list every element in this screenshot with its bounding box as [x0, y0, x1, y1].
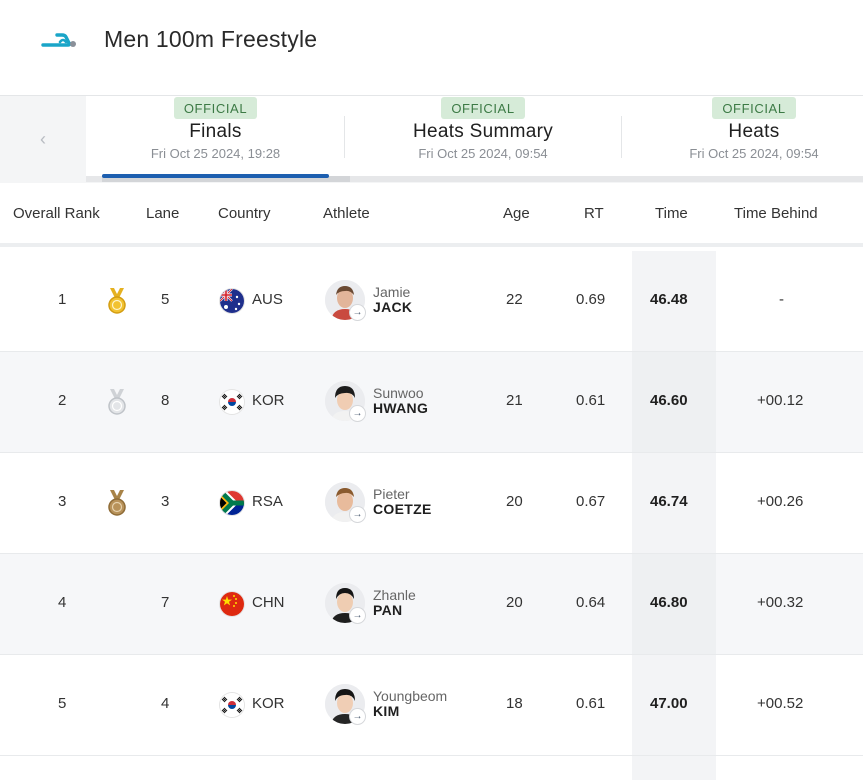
time-value: 47.00 — [650, 695, 688, 712]
tab-scrollbar-track — [86, 176, 863, 182]
tab-heats-summary[interactable]: OFFICIAL Heats Summary Fri Oct 25 2024, … — [345, 96, 621, 176]
column-header-rank[interactable]: Overall Rank — [13, 205, 100, 222]
rank-value: 3 — [58, 493, 67, 510]
lane-value: 4 — [161, 695, 170, 712]
time-behind-value: +00.32 — [757, 594, 804, 611]
time-behind-value: +00.26 — [757, 493, 804, 510]
tab-date: Fri Oct 25 2024, 19:28 — [150, 146, 281, 161]
status-badge: OFFICIAL — [712, 97, 796, 119]
country-code: CHN — [252, 594, 285, 611]
tab-divider — [621, 116, 622, 158]
athlete-last-name[interactable]: HWANG — [373, 400, 429, 416]
time-behind-value: - — [779, 291, 784, 308]
lane-value: 8 — [161, 392, 170, 409]
athlete-first-name[interactable]: Pieter — [373, 486, 410, 502]
aus-flag-icon — [220, 289, 244, 313]
athlete-first-name[interactable]: Zhanle — [373, 587, 416, 603]
time-column-highlight — [632, 251, 716, 780]
arrow-right-icon[interactable]: → — [350, 608, 365, 623]
age-value: 22 — [506, 291, 523, 308]
athlete-first-name[interactable]: Youngbeom — [373, 688, 448, 704]
column-header-athlete[interactable]: Athlete — [323, 205, 370, 222]
tab-strip: OFFICIAL Finals Fri Oct 25 2024, 19:28 O… — [86, 96, 863, 182]
swimmer-logo-icon — [41, 33, 76, 47]
tab-label: Heats — [728, 121, 780, 142]
country-code: KOR — [252, 392, 285, 409]
avatar[interactable] — [325, 381, 365, 421]
column-header-time[interactable]: Time — [655, 205, 688, 222]
table-row[interactable]: 2 8 KOR → Sunwoo HWANG 21 0.61 46.60 +00… — [0, 352, 863, 453]
gold-medal-icon — [108, 288, 126, 314]
time-value: 46.80 — [650, 594, 688, 611]
age-value: 20 — [506, 594, 523, 611]
arrow-right-icon[interactable]: → — [350, 305, 365, 320]
tab-divider — [344, 116, 345, 158]
athlete-last-name[interactable]: KIM — [373, 703, 400, 719]
reaction-time-value: 0.67 — [576, 493, 606, 510]
arrow-right-icon[interactable]: → — [350, 406, 365, 421]
time-behind-value: +00.12 — [757, 392, 804, 409]
reaction-time-value: 0.61 — [576, 695, 606, 712]
kor-flag-icon — [220, 693, 244, 717]
lane-value: 5 — [161, 291, 170, 308]
column-header-time-behind[interactable]: Time Behind — [734, 205, 818, 222]
time-behind-value: +00.52 — [757, 695, 804, 712]
reaction-time-value: 0.69 — [576, 291, 606, 308]
status-badge: OFFICIAL — [173, 97, 258, 119]
time-value: 46.60 — [650, 392, 688, 409]
table-row[interactable]: 1 5 AUS → Jamie JACK 22 0.69 46.48 - — [0, 251, 863, 352]
chn-flag-icon — [220, 592, 244, 616]
reaction-time-value: 0.64 — [576, 594, 606, 611]
tab-heats[interactable]: OFFICIAL Heats Fri Oct 25 2024, 09:54 — [622, 96, 863, 176]
athlete-last-name[interactable]: PAN — [373, 602, 403, 618]
country-code: RSA — [252, 493, 283, 510]
chevron-left-icon[interactable]: ‹ — [40, 128, 46, 149]
country-code: AUS — [252, 291, 283, 308]
rank-value: 1 — [58, 291, 67, 308]
column-header-country[interactable]: Country — [218, 205, 271, 222]
event-tabs: ‹ OFFICIAL Finals Fri Oct 25 2024, 19:28… — [0, 95, 863, 183]
tab-date: Fri Oct 25 2024, 09:54 — [689, 146, 819, 161]
tab-label: Finals — [189, 121, 242, 142]
kor-flag-icon — [220, 390, 244, 414]
age-value: 20 — [506, 493, 523, 510]
athlete-last-name[interactable]: COETZE — [373, 501, 432, 517]
age-value: 18 — [506, 695, 523, 712]
reaction-time-value: 0.61 — [576, 392, 606, 409]
athlete-first-name[interactable]: Jamie — [373, 284, 411, 300]
lane-value: 7 — [161, 594, 170, 611]
page-title: Men 100m Freestyle — [104, 26, 318, 52]
silver-medal-icon — [108, 389, 126, 415]
arrow-right-icon[interactable]: → — [350, 507, 365, 522]
arrow-right-icon[interactable]: → — [350, 709, 365, 724]
tab-finals[interactable]: OFFICIAL Finals Fri Oct 25 2024, 19:28 — [102, 96, 329, 176]
table-row[interactable]: 4 7 CHN → Zhanle PAN 20 0.64 46.80 +00.3… — [0, 554, 863, 655]
column-header-rt[interactable]: RT — [584, 205, 604, 222]
tab-date: Fri Oct 25 2024, 09:54 — [418, 146, 548, 161]
rank-value: 4 — [58, 594, 67, 611]
active-tab-indicator — [102, 174, 329, 178]
lane-value: 3 — [161, 493, 170, 510]
table-row[interactable]: 3 3 RSA → Pieter COETZE 20 0.67 46.74 +0… — [0, 453, 863, 554]
status-badge: OFFICIAL — [441, 97, 525, 119]
country-code: KOR — [252, 695, 285, 712]
time-value: 46.74 — [650, 493, 688, 510]
rank-value: 5 — [58, 695, 67, 712]
athlete-first-name[interactable]: Sunwoo — [373, 385, 424, 401]
column-header-lane[interactable]: Lane — [146, 205, 180, 222]
rsa-flag-icon — [220, 491, 244, 515]
tab-label: Heats Summary — [412, 121, 554, 142]
rank-value: 2 — [58, 392, 67, 409]
age-value: 21 — [506, 392, 523, 409]
column-header-age[interactable]: Age — [503, 205, 530, 222]
bronze-medal-icon — [108, 490, 126, 516]
table-row[interactable]: 5 4 KOR → Youngbeom KIM 18 0.61 47.00 +0… — [0, 655, 863, 756]
time-cell-background — [632, 352, 716, 452]
tab-scrollbar-thumb[interactable] — [102, 176, 350, 182]
page-header: Men 100m Freestyle — [0, 0, 863, 95]
results-table-header: Overall Rank Lane Country Athlete Age RT… — [0, 183, 863, 247]
time-cell-background — [632, 554, 716, 654]
time-value: 46.48 — [650, 291, 688, 308]
athlete-last-name[interactable]: JACK — [373, 299, 413, 315]
